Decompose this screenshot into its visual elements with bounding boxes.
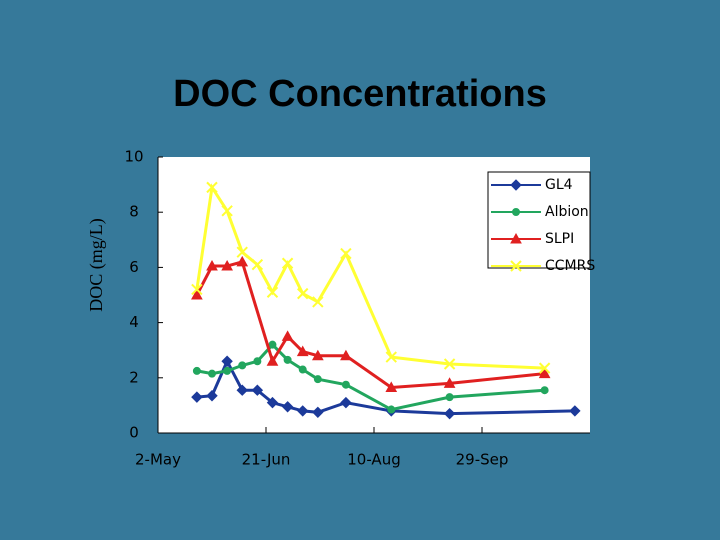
marker xyxy=(445,393,454,402)
marker xyxy=(236,384,248,396)
marker xyxy=(266,396,279,409)
marker xyxy=(312,406,324,419)
marker xyxy=(191,283,203,296)
y-tick-label: 4 xyxy=(129,313,139,331)
marker xyxy=(223,366,232,375)
x-tick-label: 10-Aug xyxy=(347,451,400,469)
marker xyxy=(206,390,218,402)
legend-label: Albion xyxy=(545,204,589,220)
marker xyxy=(268,340,277,349)
legend-marker xyxy=(512,208,520,216)
marker xyxy=(281,257,294,269)
marker xyxy=(266,355,279,366)
marker xyxy=(283,355,292,364)
marker xyxy=(298,365,307,374)
marker xyxy=(238,361,247,370)
marker xyxy=(221,259,233,271)
marker xyxy=(340,349,352,361)
marker xyxy=(236,255,249,267)
marker xyxy=(206,181,218,194)
legend-marker xyxy=(510,179,522,191)
y-tick-label: 8 xyxy=(129,203,139,221)
marker xyxy=(296,345,309,357)
marker xyxy=(253,357,262,366)
marker xyxy=(341,380,350,389)
marker xyxy=(297,405,309,417)
legend-marker xyxy=(510,232,522,244)
marker xyxy=(221,355,233,367)
marker xyxy=(281,401,294,413)
y-tick-label: 6 xyxy=(129,258,139,276)
marker xyxy=(340,396,352,409)
marker xyxy=(540,386,549,395)
marker xyxy=(538,367,551,379)
legend-label: GL4 xyxy=(545,177,573,193)
legend xyxy=(487,171,591,269)
marker xyxy=(251,258,264,271)
marker xyxy=(208,369,216,378)
marker xyxy=(297,287,309,300)
y-axis-label: DOC (mg/L) xyxy=(86,218,107,312)
marker xyxy=(281,330,294,341)
marker xyxy=(312,296,324,308)
x-tick-label: 29-Sep xyxy=(456,451,509,469)
chart-title: DOC Concentrations xyxy=(173,73,547,115)
marker xyxy=(313,375,322,384)
y-tick-label: 0 xyxy=(129,424,139,442)
marker xyxy=(192,366,201,375)
marker xyxy=(266,286,279,298)
marker xyxy=(538,362,551,374)
marker xyxy=(236,246,248,258)
marker xyxy=(191,288,203,300)
marker xyxy=(206,259,218,271)
y-tick-label: 10 xyxy=(124,148,143,166)
marker xyxy=(385,351,397,363)
y-tick-label: 2 xyxy=(129,368,139,386)
marker xyxy=(443,358,456,370)
marker xyxy=(251,384,264,396)
marker xyxy=(443,407,456,420)
marker xyxy=(569,405,581,417)
marker xyxy=(385,381,398,392)
x-tick-label: 21-Jun xyxy=(242,451,291,469)
marker xyxy=(443,377,456,388)
marker xyxy=(387,405,396,414)
legend-label: SLPI xyxy=(545,231,574,247)
legend-marker xyxy=(510,260,522,272)
legend-label: CCMRS xyxy=(545,258,595,274)
marker xyxy=(221,205,233,217)
x-tick-label: 2-May xyxy=(135,451,181,469)
marker xyxy=(311,349,324,361)
marker xyxy=(191,391,203,403)
marker xyxy=(340,247,352,260)
